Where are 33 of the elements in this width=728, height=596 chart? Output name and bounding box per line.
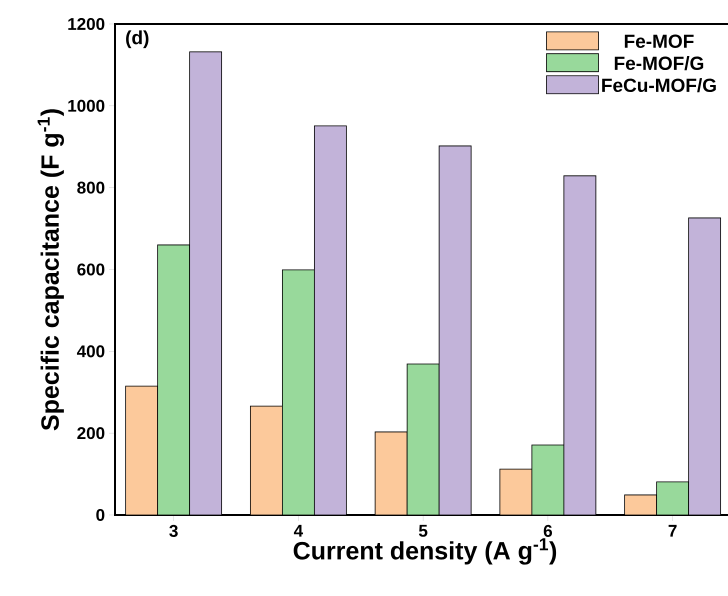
bar: [439, 146, 472, 515]
legend-label: Fe-MOF/G: [614, 56, 704, 70]
bar: [250, 406, 282, 515]
x-tick-label: 7: [668, 524, 677, 537]
x-tick-label: 4: [294, 524, 304, 537]
bar: [375, 432, 408, 515]
bar: [190, 52, 222, 515]
y-tick-label: 0: [96, 508, 104, 522]
bar: [282, 270, 314, 515]
bar: [688, 218, 722, 515]
x-tick-label: 3: [169, 524, 178, 537]
x-axis-title: Current density (A g$^{-1}$): [294, 538, 556, 565]
bar: [564, 176, 596, 515]
bar: [407, 364, 440, 515]
bar: [126, 386, 158, 515]
y-tick-label: 400: [76, 345, 104, 358]
y-tick-label: 1000: [68, 100, 104, 112]
y-tick-label: 600: [77, 263, 104, 276]
bar: [500, 469, 532, 515]
y-tick-label: 1200: [68, 18, 104, 30]
bar: [532, 445, 564, 515]
x-tick-label: 6: [544, 524, 552, 537]
y-tick-label: 800: [77, 182, 104, 194]
legend-label: Fe-MOF: [624, 34, 694, 48]
bar: [656, 481, 690, 515]
y-axis-title: Specific capacitance (F g$^{-1}$): [38, 109, 64, 430]
bar: [314, 126, 346, 515]
bar: [624, 494, 658, 515]
x-tick-label: 5: [418, 524, 428, 537]
bar: [158, 244, 190, 515]
legend-label: FeCu-MOF/G: [602, 78, 716, 92]
y-tick-label: 200: [77, 427, 104, 440]
annotation: (d): [126, 30, 148, 48]
